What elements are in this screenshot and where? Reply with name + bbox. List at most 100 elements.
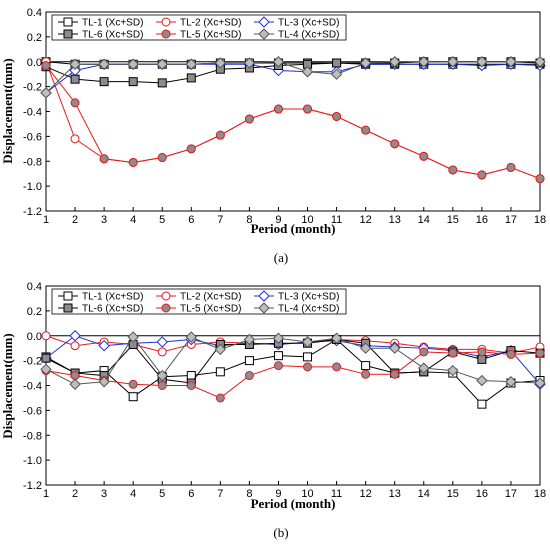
data-point: [41, 331, 51, 341]
y-tick-label: 0.0: [27, 57, 42, 69]
data-point: [301, 65, 314, 78]
plot-area-frame: [45, 11, 541, 212]
data-point: [330, 68, 343, 80]
data-point: [40, 87, 52, 99]
data-point: [419, 347, 429, 357]
data-point: [419, 151, 429, 161]
x-tick-label: 7: [217, 214, 223, 226]
data-point: [303, 362, 313, 372]
data-point: [98, 376, 110, 388]
legend-item: TL-5 (Xc+SD): [156, 303, 241, 315]
data-point: [272, 332, 285, 344]
data-point: [477, 354, 487, 364]
data-point: [215, 130, 225, 140]
x-tick-label: 11: [331, 214, 342, 226]
data-point: [41, 60, 51, 70]
legend-marker: [161, 303, 171, 313]
x-tick-label: 8: [246, 488, 252, 500]
data-point: [127, 58, 139, 70]
legend-marker: [63, 303, 73, 313]
x-tick-label: 1: [43, 488, 49, 500]
data-point: [70, 74, 80, 84]
data-point: [534, 377, 546, 389]
data-point: [477, 399, 487, 409]
data-point: [505, 56, 517, 68]
legend-marker: [63, 17, 73, 27]
data-point: [98, 339, 110, 352]
legend-marker: [258, 16, 270, 28]
data-point: [40, 363, 52, 376]
series-line: [45, 65, 541, 180]
data-point: [390, 139, 400, 149]
panel-b: 1 2 3 4 5 6 7 8 9 10 11 12 13 14 15 16 17 180.40.20.0-0.2…: [0, 281, 546, 540]
legend-label: TL-2 (Xc+SD): [180, 292, 241, 303]
series-line: [45, 336, 541, 385]
panel-caption: (a): [274, 250, 288, 265]
legend-label: TL-3 (Xc+SD): [278, 18, 339, 29]
data-point: [418, 56, 430, 68]
data-point: [273, 104, 283, 114]
y-tick-label: -1.2: [23, 480, 42, 492]
data-point: [186, 73, 196, 83]
legend-item: TL-5 (Xc+SD): [156, 29, 241, 41]
y-tick-label: -0.2: [23, 82, 42, 94]
data-point: [99, 77, 109, 87]
legend-item: TL-3 (Xc+SD): [254, 16, 339, 29]
data-point: [128, 77, 138, 87]
legend-item: TL-4 (Xc+SD): [254, 302, 339, 315]
data-point: [243, 57, 256, 69]
data-point: [156, 369, 168, 382]
panel-caption: (b): [273, 525, 288, 540]
data-point: [447, 56, 459, 68]
legend-label: TL-4 (Xc+SD): [278, 30, 339, 41]
legend-box: [51, 288, 347, 315]
data-point: [332, 111, 342, 121]
x-tick-label: 10: [301, 488, 313, 500]
x-tick-label: 13: [389, 214, 401, 226]
data-point: [361, 125, 371, 135]
data-point: [332, 362, 342, 372]
data-point: [506, 349, 516, 359]
series-layer: [40, 330, 546, 409]
x-tick-label: 3: [101, 214, 107, 226]
data-point: [332, 58, 342, 68]
data-point: [215, 367, 225, 377]
legend: TL-1 (Xc+SD) TL-2 (Xc+SD) TL-3 (Xc+SD) TL-6…: [51, 288, 347, 315]
legend-label: TL-5 (Xc+SD): [180, 304, 241, 315]
data-point: [215, 393, 225, 403]
data-point: [301, 336, 314, 348]
x-tick-label: 3: [101, 488, 107, 500]
y-tick-label: -0.4: [23, 107, 42, 119]
y-tick-label: -0.8: [23, 430, 42, 442]
data-point: [505, 376, 517, 388]
x-axis-label: Period (month): [251, 496, 336, 511]
y-tick-label: -1.2: [23, 206, 42, 218]
legend-label: TL-2 (Xc+SD): [180, 18, 241, 29]
legend-item: TL-1 (Xc+SD): [58, 17, 143, 29]
legend-marker: [161, 29, 171, 39]
legend-box: [51, 14, 347, 41]
legend-marker: [258, 28, 270, 40]
legend-item: TL-3 (Xc+SD): [254, 290, 339, 303]
y-tick-label: -1.0: [23, 455, 42, 467]
legend-label: TL-3 (Xc+SD): [278, 292, 339, 303]
series-line: [45, 351, 541, 399]
legend-item: TL-1 (Xc+SD): [58, 291, 143, 303]
data-point: [303, 104, 313, 114]
x-tick-label: 4: [130, 488, 136, 500]
data-point: [330, 332, 343, 344]
data-point: [157, 347, 167, 357]
legend-item: TL-2 (Xc+SD): [156, 17, 241, 29]
data-point: [185, 331, 198, 343]
x-tick-label: 18: [534, 214, 546, 226]
legend-marker: [63, 291, 73, 301]
y-tick-label: -0.2: [23, 356, 42, 368]
data-point: [69, 378, 81, 390]
legend-label: TL-5 (Xc+SD): [180, 30, 241, 41]
data-point: [477, 170, 487, 180]
data-point: [70, 371, 80, 381]
legend-label: TL-1 (Xc+SD): [82, 292, 143, 303]
data-point: [157, 153, 167, 163]
x-tick-label: 17: [505, 488, 517, 500]
data-point: [157, 78, 167, 88]
